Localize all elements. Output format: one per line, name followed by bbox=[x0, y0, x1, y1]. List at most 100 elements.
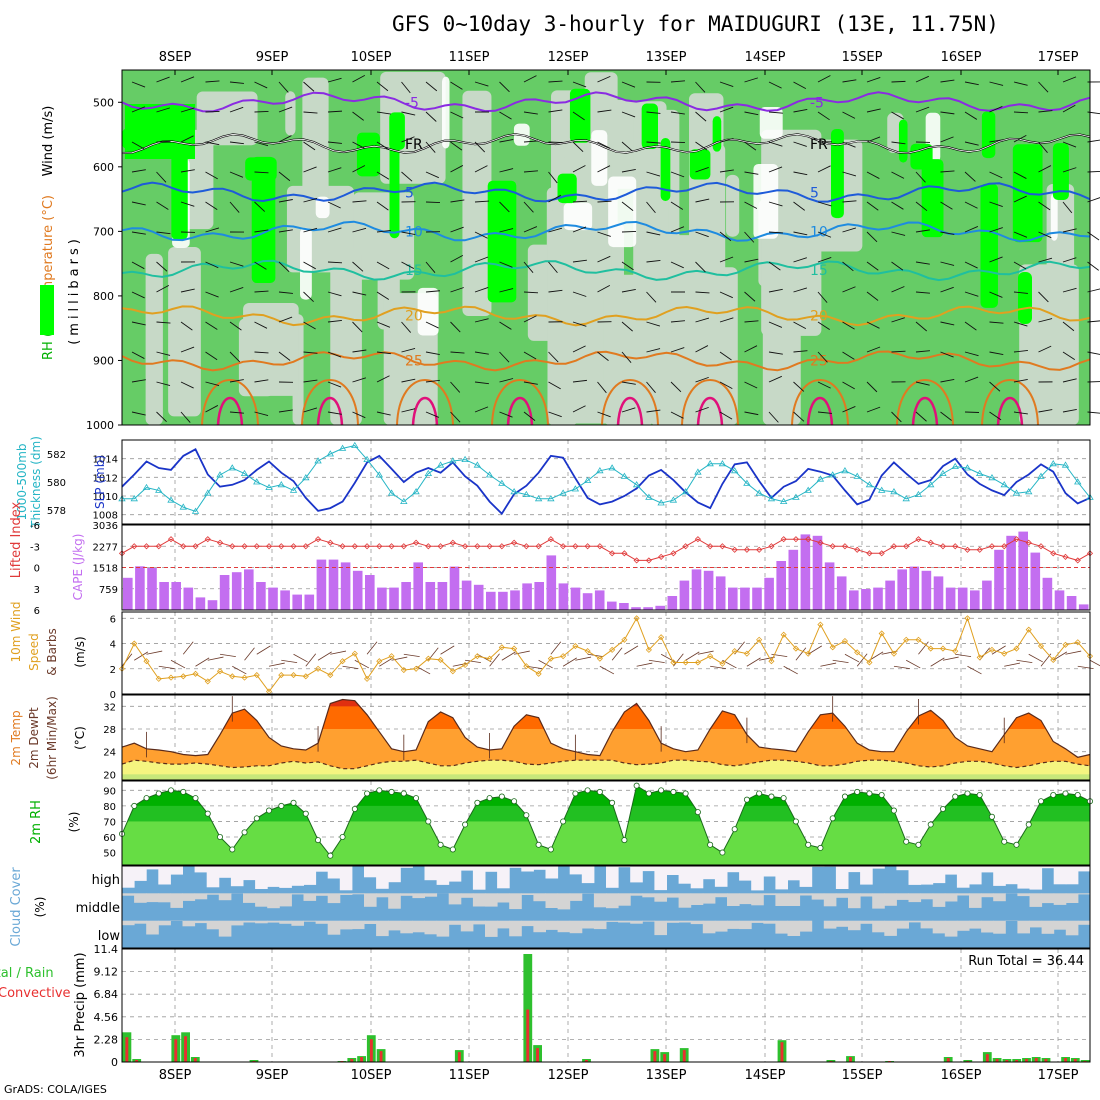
cloud-gap bbox=[823, 893, 837, 907]
cape-bar bbox=[849, 590, 859, 610]
wind-barb bbox=[842, 351, 855, 360]
date-label-bottom: 10SEP bbox=[351, 1068, 392, 1083]
wind-speed-marker bbox=[645, 646, 652, 653]
wind-barb bbox=[597, 284, 611, 293]
lifted-marker bbox=[229, 543, 236, 550]
cloud-gap bbox=[206, 920, 220, 930]
wind-barb bbox=[278, 316, 293, 323]
wind-barb bbox=[964, 376, 979, 383]
isotherm-20 bbox=[121, 305, 1091, 327]
wind-barb bbox=[425, 351, 440, 356]
wind-barb bbox=[744, 381, 758, 389]
wind-barb bbox=[915, 106, 930, 113]
rh-marker bbox=[596, 788, 603, 795]
wind-speed-marker bbox=[462, 661, 469, 669]
thickness-marker bbox=[706, 460, 714, 467]
cloud-gap bbox=[545, 893, 559, 908]
precip-total-bar bbox=[523, 954, 533, 1062]
precip-tick-label: 6.84 bbox=[94, 988, 119, 1001]
wind-barb bbox=[670, 141, 686, 143]
precip-convective-bar bbox=[1025, 1059, 1028, 1062]
surface-wind-barb bbox=[856, 653, 868, 667]
surface-wind-barb bbox=[869, 651, 884, 661]
cloud-gap bbox=[146, 893, 159, 903]
cloud-gap bbox=[400, 866, 413, 868]
wind-barb bbox=[205, 381, 220, 387]
wind-barb bbox=[523, 351, 537, 360]
surface-wind-barb bbox=[305, 653, 317, 667]
lifted-marker bbox=[400, 543, 407, 550]
wind-barb bbox=[156, 381, 171, 387]
wind-barb bbox=[597, 75, 611, 83]
thickness-marker bbox=[265, 483, 273, 490]
wind-barb bbox=[327, 381, 342, 388]
lifted-marker bbox=[829, 543, 836, 550]
wind-speed-marker bbox=[229, 673, 236, 680]
wind-barb bbox=[793, 350, 808, 353]
wind-barb bbox=[817, 231, 832, 238]
wind-barb bbox=[621, 201, 634, 211]
wind-barb bbox=[401, 347, 416, 353]
isotherm-25-bubble bbox=[601, 379, 659, 426]
surface-wind-barb bbox=[342, 665, 359, 670]
cape-bar bbox=[1018, 531, 1028, 610]
wind-barb bbox=[303, 81, 315, 92]
wind-barb bbox=[278, 171, 291, 182]
cloud-gap bbox=[751, 920, 764, 923]
surface-wind-barb bbox=[219, 653, 236, 658]
wind-barb bbox=[548, 109, 563, 113]
wind-barb bbox=[1062, 141, 1077, 148]
rh-marker bbox=[805, 841, 812, 848]
rh-moist-patch bbox=[641, 103, 659, 149]
cape-bar bbox=[268, 587, 278, 610]
wind-barb bbox=[327, 411, 342, 415]
rh-marker bbox=[547, 846, 554, 853]
wind-barb bbox=[891, 286, 905, 293]
wind-barb bbox=[205, 321, 218, 330]
chart-title: GFS 0~10day 3-hourly for MAIDUGURI (13E,… bbox=[392, 12, 999, 36]
lifted-marker bbox=[988, 543, 996, 550]
surface-wind-barb bbox=[465, 659, 481, 664]
isotherm-10 bbox=[121, 220, 1091, 243]
frame-cape bbox=[121, 524, 1091, 611]
wind-barb bbox=[303, 291, 314, 302]
rh-legend-swatch bbox=[40, 285, 54, 335]
wind-barb bbox=[1062, 167, 1077, 173]
wind-barb bbox=[376, 411, 391, 416]
rh-marker bbox=[1013, 841, 1020, 848]
wind-speed-marker bbox=[1062, 641, 1069, 648]
wind-barb bbox=[670, 411, 684, 419]
wind-barb bbox=[327, 141, 342, 144]
wind-barb bbox=[646, 171, 661, 177]
lifted-marker bbox=[645, 557, 652, 564]
rh-dry-patch bbox=[649, 235, 718, 425]
wind-barb bbox=[278, 199, 293, 203]
lifted-marker bbox=[694, 536, 701, 543]
thickness-marker bbox=[828, 471, 837, 478]
wind-barb bbox=[719, 381, 733, 390]
wind-barb bbox=[768, 81, 782, 89]
wind-barb bbox=[768, 231, 783, 234]
precip-ylabel-text: 3hr Precip (mm) bbox=[73, 952, 88, 1057]
cloud-gap bbox=[654, 866, 667, 891]
cloud-gap bbox=[581, 920, 595, 929]
cloud-gap bbox=[666, 920, 680, 923]
cloud-gap bbox=[860, 893, 873, 897]
wind-speed-marker bbox=[988, 646, 996, 653]
date-label-bottom: 13SEP bbox=[646, 1068, 687, 1083]
lifted-marker bbox=[290, 543, 297, 550]
isotherm-label: 25 bbox=[810, 353, 828, 369]
surface-wind-barb bbox=[1004, 662, 1020, 667]
wind-barb bbox=[474, 165, 488, 173]
slp-tick-label: 1012 bbox=[93, 473, 118, 484]
wind-barb bbox=[1038, 231, 1052, 239]
wind-barb bbox=[180, 288, 195, 293]
temp-tick-label: 32 bbox=[103, 702, 116, 713]
cloud-gap bbox=[714, 920, 728, 932]
wind-barb bbox=[842, 111, 856, 119]
isotherm-30-bubble bbox=[506, 396, 534, 426]
lifted-marker bbox=[474, 543, 481, 550]
wind-barb bbox=[695, 376, 709, 383]
precip-convective-bar bbox=[360, 1057, 363, 1062]
wind-barb bbox=[450, 226, 464, 233]
